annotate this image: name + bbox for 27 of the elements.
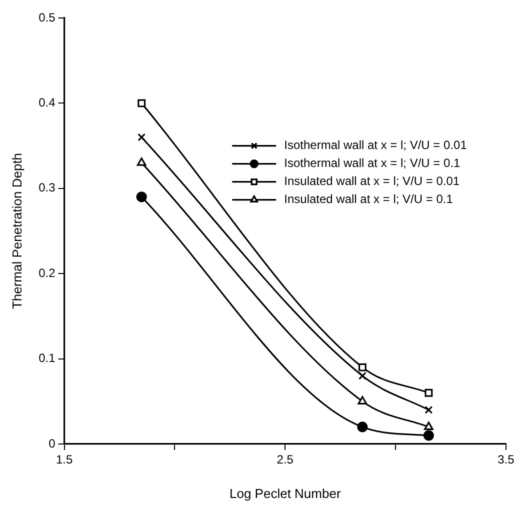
point [358, 363, 366, 372]
legend-label: Isothermal wall at x = l; V/U = 0.01 [284, 138, 468, 152]
y-tick-label: 0.2 [38, 266, 56, 280]
legend-label: Isothermal wall at x = l; V/U = 0.1 [284, 156, 461, 170]
point [358, 372, 366, 380]
point [136, 192, 147, 202]
point [424, 388, 433, 397]
point [357, 422, 368, 432]
point [138, 99, 146, 108]
x-tick-label: 2.5 [276, 452, 294, 467]
x-axis-title: Log Peclet Number [230, 486, 342, 501]
point [136, 158, 146, 166]
y-tick-label: 0.3 [38, 180, 56, 195]
y-tick-label: 0 [48, 436, 56, 450]
point [423, 430, 434, 441]
legend-label: Insulated wall at x = l; V/U = 0.01 [284, 174, 460, 188]
legend-label: Insulated wall at x = l; V/U = 0.1 [284, 192, 454, 206]
x-tick-label: 3.5 [498, 452, 515, 467]
point [424, 406, 433, 414]
y-axis-title: Thermal Penetration Depth [9, 152, 24, 310]
point [358, 396, 368, 404]
x-tick-label: 1.5 [56, 452, 73, 467]
y-tick-label: 0.1 [38, 351, 56, 366]
y-tick-label: 0.4 [38, 96, 56, 110]
point [424, 422, 434, 430]
y-tick-label: 0.5 [38, 10, 56, 24]
point [138, 133, 146, 142]
